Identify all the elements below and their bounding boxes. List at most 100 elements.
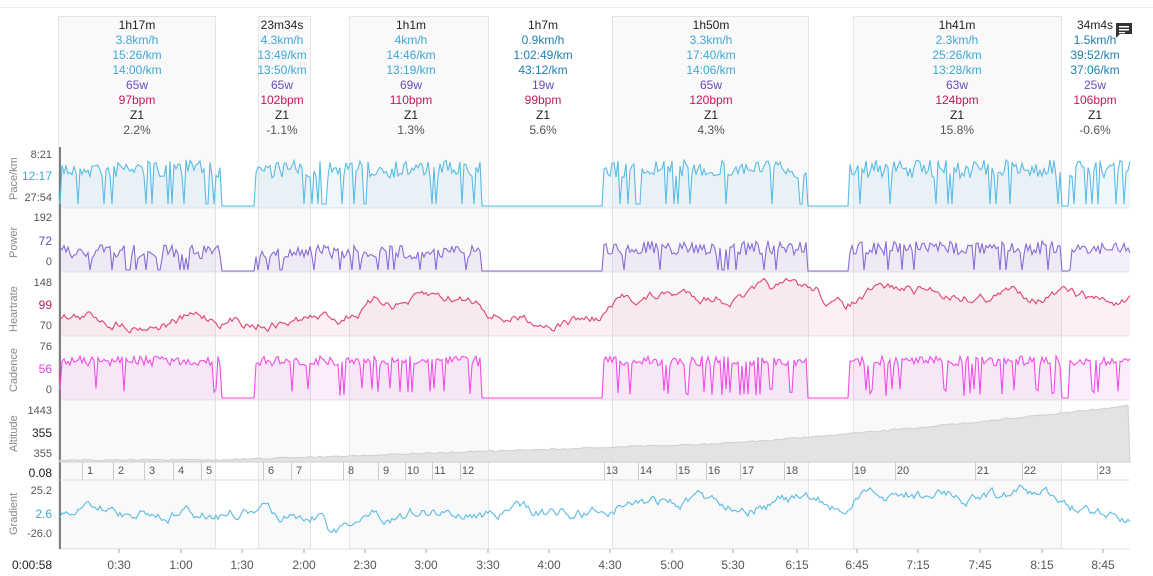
x-axis-tick: 6:45 — [845, 558, 869, 572]
interval-heartrate: 99bpm — [524, 93, 562, 107]
lap-number[interactable]: 14 — [639, 465, 653, 477]
interval-pace: 13:49/km — [257, 48, 307, 62]
interval-speed: 3.3km/h — [689, 33, 733, 47]
lap-number[interactable]: 13 — [605, 465, 619, 477]
x-axis-tick: 6:15 — [785, 558, 809, 572]
pace-area — [60, 160, 1130, 208]
lap-divider — [604, 462, 605, 480]
interval-zone: Z1 — [403, 108, 418, 122]
interval-duration: 1h7m — [527, 18, 559, 32]
interval-gradient: 4.3% — [697, 123, 725, 137]
interval-stats: 1h50m 3.3km/h 17:40/km 14:06/km 65w 120b… — [661, 18, 761, 138]
lap-number[interactable]: 18 — [785, 465, 799, 477]
x-axis-tick: 5:30 — [721, 558, 745, 572]
lap-divider — [378, 462, 379, 480]
interval-pace: 25:26/km — [932, 48, 982, 62]
lap-number[interactable]: 8 — [347, 465, 355, 477]
pace-line — [59, 158, 1131, 207]
altitude-axis-mid: 355 — [31, 426, 52, 440]
lap-number[interactable]: 19 — [853, 465, 867, 477]
lap-number[interactable]: 10 — [406, 465, 420, 477]
interval-gradient: -0.6% — [1079, 123, 1111, 137]
lap-divider — [173, 462, 174, 480]
lap-number[interactable]: 2 — [117, 465, 125, 477]
lap-number[interactable]: 21 — [976, 465, 990, 477]
lap-number[interactable]: 1 — [86, 465, 94, 477]
cadence-axis-top: 76 — [39, 341, 52, 353]
interval-gradient: 2.2% — [123, 123, 151, 137]
interval-heartrate: 106bpm — [1073, 93, 1117, 107]
x-axis-tick: 8:45 — [1091, 558, 1115, 572]
interval-pace-moving: 13:50/km — [257, 63, 307, 77]
lap-number[interactable]: 5 — [205, 465, 213, 477]
interval-pace: 39:52/km — [1070, 48, 1120, 62]
lap-number[interactable]: 12 — [461, 465, 475, 477]
x-axis-start: 0:00:58 — [12, 558, 53, 572]
interval-stats: 1h17m 3.8km/h 15:26/km 14:00/km 65w 97bp… — [87, 18, 187, 138]
lap-divider — [1022, 462, 1023, 480]
pace-axis-top: 8:21 — [30, 149, 52, 161]
interval-heartrate: 120bpm — [689, 93, 733, 107]
interval-pace-moving: 43:12/km — [518, 63, 568, 77]
lap-number[interactable]: 17 — [741, 465, 755, 477]
lap-divider — [343, 462, 344, 480]
lap-number[interactable]: 7 — [295, 465, 303, 477]
heartrate-area — [60, 278, 1130, 336]
lap-number[interactable]: 4 — [177, 465, 185, 477]
interval-stats: 1h41m 2.3km/h 25:26/km 13:28/km 63w 124b… — [907, 18, 1007, 138]
lap-number[interactable]: 22 — [1023, 465, 1037, 477]
laps-axis-label: 0.08 — [28, 466, 52, 480]
interval-speed: 2.3km/h — [935, 33, 979, 47]
lap-divider — [113, 462, 114, 480]
interval-pace-moving: 37:06/km — [1070, 63, 1120, 77]
lap-number[interactable]: 15 — [677, 465, 691, 477]
heartrate-axis-bottom: 70 — [39, 320, 52, 332]
interval-gradient: 5.6% — [529, 123, 557, 137]
interval-stats: 34m4s 1.5km/h 39:52/km 37:06/km 25w 106b… — [1060, 18, 1130, 138]
lap-divider — [263, 462, 264, 480]
interval-pace: 1:02:49/km — [513, 48, 573, 62]
lap-number[interactable]: 11 — [434, 465, 446, 477]
x-axis-tick: 3:00 — [414, 558, 438, 572]
lap-number[interactable]: 6 — [267, 465, 275, 477]
notes-icon[interactable] — [1114, 22, 1134, 40]
interval-stats: 23m34s 4.3km/h 13:49/km 13:50/km 65w 102… — [242, 18, 322, 138]
lap-divider — [144, 462, 145, 480]
lap-divider — [82, 462, 83, 480]
pace-axis-mid: 12:17 — [21, 169, 52, 183]
lap-divider — [201, 462, 202, 480]
interval-pace-moving: 14:00/km — [112, 63, 162, 77]
lap-number[interactable]: 9 — [382, 465, 390, 477]
lap-divider — [895, 462, 896, 480]
lap-number[interactable]: 16 — [707, 465, 721, 477]
interval-gradient: 1.3% — [397, 123, 425, 137]
interval-zone: Z1 — [703, 108, 718, 122]
lap-number[interactable]: 20 — [896, 465, 910, 477]
heartrate-line — [59, 277, 1131, 334]
heartrate-axis-top: 148 — [33, 277, 52, 289]
power-line — [59, 239, 1131, 272]
interval-zone: Z1 — [274, 108, 289, 122]
gradient-area — [60, 485, 1130, 549]
altitude-axis-bottom: 355 — [33, 448, 52, 460]
lap-divider — [432, 462, 433, 480]
lap-number[interactable]: 3 — [148, 465, 156, 477]
lap-number[interactable]: 23 — [1098, 465, 1112, 477]
interval-power: 65w — [699, 78, 722, 92]
interval-duration: 1h50m — [692, 18, 730, 32]
interval-pace: 15:26/km — [112, 48, 162, 62]
gradient-axis-mid: 2.6 — [35, 507, 52, 521]
interval-zone: Z1 — [949, 108, 964, 122]
altitude-axis-top: 1443 — [27, 405, 52, 417]
interval-stats: 1h7m 0.9km/h 1:02:49/km 43:12/km 19w 99b… — [493, 18, 593, 138]
interval-duration: 1h41m — [938, 18, 976, 32]
lap-divider — [706, 462, 707, 480]
lap-divider — [291, 462, 292, 480]
gradient-axis-bottom: -26.0 — [26, 528, 52, 540]
power-area — [60, 241, 1130, 272]
interval-zone: Z1 — [1087, 108, 1102, 122]
interval-heartrate: 124bpm — [935, 93, 979, 107]
gradient-axis-top: 25.2 — [30, 485, 52, 497]
interval-power: 69w — [399, 78, 422, 92]
